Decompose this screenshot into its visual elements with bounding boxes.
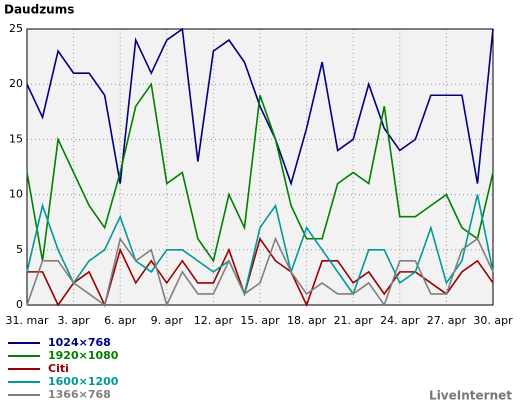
y-tick-label: 10 — [9, 188, 23, 201]
legend-label: 1920×1080 — [48, 349, 119, 362]
x-tick-label: 24. apr — [380, 314, 420, 327]
x-tick-label: 6. apr — [104, 314, 137, 327]
y-tick-label: 0 — [16, 298, 23, 311]
x-tick-label: 15. apr — [240, 314, 280, 327]
chart-title: Daudzums — [4, 3, 74, 17]
x-tick-label: 31. mar — [6, 314, 49, 327]
legend-label: 1600×1200 — [48, 375, 119, 388]
watermark: LiveInternet — [429, 389, 512, 403]
x-tick-label: 30. apr — [473, 314, 513, 327]
legend-label: Citi — [48, 362, 69, 375]
legend-label: 1366×768 — [48, 388, 111, 401]
x-tick-label: 27. apr — [427, 314, 467, 327]
x-tick-label: 18. apr — [287, 314, 327, 327]
x-tick-label: 12. apr — [194, 314, 234, 327]
series-line — [26, 27, 494, 187]
y-tick-label: 5 — [16, 243, 23, 256]
x-tick-label: 21. apr — [334, 314, 374, 327]
series-line — [26, 82, 494, 263]
y-tick-label: 20 — [9, 77, 23, 90]
y-tick-label: 25 — [9, 22, 23, 35]
legend-label: 1024×768 — [48, 336, 111, 349]
series-line — [26, 236, 494, 308]
x-tick-label: 9. apr — [151, 314, 184, 327]
plot-frame — [26, 28, 494, 306]
x-tick-label: 3. apr — [57, 314, 90, 327]
plot-area — [27, 29, 493, 305]
y-tick-label: 15 — [9, 132, 23, 145]
series-line — [26, 194, 494, 297]
